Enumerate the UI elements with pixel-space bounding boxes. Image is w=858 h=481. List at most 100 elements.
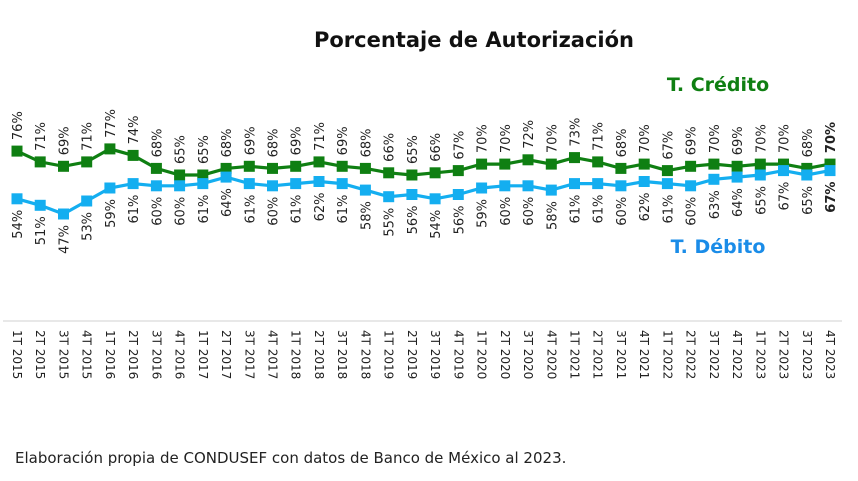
marker-credit <box>197 169 209 181</box>
x-tick-label: 2T 2021 <box>591 330 605 379</box>
x-tick-label: 4T 2018 <box>358 330 372 379</box>
marker-debit <box>685 180 697 192</box>
data-label-debit: 60% <box>499 197 514 226</box>
data-label-debit: 58% <box>545 201 560 230</box>
marker-debit <box>290 178 302 190</box>
marker-credit <box>638 158 650 170</box>
marker-credit <box>220 162 232 174</box>
marker-debit <box>615 180 627 192</box>
data-label-debit: 61% <box>243 195 258 224</box>
data-label-debit: 53% <box>81 212 96 241</box>
marker-credit <box>824 158 836 170</box>
data-label-debit: 67% <box>778 182 793 211</box>
data-label-debit: 61% <box>661 195 676 224</box>
marker-debit <box>383 191 395 203</box>
marker-credit <box>127 149 139 161</box>
data-label-credit: 68% <box>615 128 630 157</box>
data-label-credit: 70% <box>499 124 514 153</box>
data-label-credit: 66% <box>429 133 444 162</box>
x-tick-label: 4T 2019 <box>451 330 465 379</box>
data-label-debit: 60% <box>615 197 630 226</box>
marker-debit <box>452 189 464 200</box>
marker-credit <box>383 167 395 179</box>
marker-credit <box>429 167 441 179</box>
data-label-debit: 67% <box>824 182 839 213</box>
x-tick-label: 3T 2017 <box>242 330 256 379</box>
marker-credit <box>243 160 255 172</box>
marker-debit <box>824 165 836 177</box>
x-tick-label: 1T 2019 <box>382 330 396 379</box>
marker-credit <box>104 143 116 155</box>
x-tick-labels: 1T 2015 2T 2015 3T 2015 4T 2015 1T 2016 2T 20… <box>10 330 837 379</box>
marker-credit <box>661 165 673 177</box>
marker-debit <box>522 180 534 192</box>
marker-credit <box>313 156 325 168</box>
marker-credit <box>267 162 278 174</box>
data-label-credit: 70% <box>708 124 723 153</box>
data-label-credit: 76% <box>11 111 26 140</box>
data-label-credit: 71% <box>313 122 328 151</box>
x-tick-label: 3T 2020 <box>521 330 535 379</box>
data-label-debit: 64% <box>220 188 235 217</box>
data-label-credit: 65% <box>406 135 421 164</box>
marker-debit <box>778 165 789 177</box>
marker-credit <box>150 162 162 174</box>
marker-credit <box>476 158 488 170</box>
data-label-debit: 58% <box>359 201 374 230</box>
x-tick-label: 1T 2020 <box>475 330 489 379</box>
data-label-debit: 61% <box>197 195 212 224</box>
data-label-credit: 71% <box>81 122 96 151</box>
x-tick-label: 4T 2020 <box>544 330 558 379</box>
data-label-debit: 60% <box>685 197 700 226</box>
data-label-credit: 70% <box>545 124 560 153</box>
marker-credit <box>499 158 511 170</box>
marker-credit <box>569 152 580 164</box>
data-label-debit: 60% <box>267 197 282 226</box>
legend-debit: T. Débito <box>671 236 766 258</box>
data-label-debit: 65% <box>754 186 769 215</box>
marker-credit <box>592 156 604 168</box>
data-label-debit: 62% <box>638 193 653 222</box>
x-tick-label: 2T 2019 <box>405 330 419 379</box>
marker-credit <box>174 169 186 181</box>
data-label-credit: 70% <box>754 124 769 153</box>
series-layer <box>11 143 836 220</box>
data-label-debit: 59% <box>476 199 491 228</box>
marker-credit <box>801 162 813 174</box>
marker-credit <box>290 160 302 172</box>
marker-debit <box>243 178 255 190</box>
marker-debit <box>754 169 766 181</box>
marker-credit <box>81 156 93 168</box>
marker-debit <box>406 189 418 200</box>
marker-debit <box>58 208 69 220</box>
x-tick-label: 3T 2019 <box>428 330 442 379</box>
data-label-credit: 70% <box>824 122 839 153</box>
data-label-credit: 70% <box>476 124 491 153</box>
data-label-debit: 61% <box>290 195 305 224</box>
data-label-debit: 64% <box>731 188 746 217</box>
data-label-credit: 71% <box>592 122 607 151</box>
data-label-debit: 60% <box>150 197 165 226</box>
x-tick-label: 3T 2015 <box>57 330 71 379</box>
data-label-credit: 68% <box>801 128 816 157</box>
x-tick-label: 2T 2020 <box>498 330 512 379</box>
source-note: Elaboración propia de CONDUSEF con datos… <box>15 449 567 467</box>
data-label-debit: 54% <box>429 210 444 239</box>
data-label-credit: 69% <box>58 126 73 155</box>
marker-debit <box>336 178 348 190</box>
marker-credit <box>406 169 418 181</box>
marker-credit <box>34 156 46 168</box>
data-label-debit: 61% <box>336 195 351 224</box>
data-label-debit: 61% <box>569 195 584 224</box>
data-label-credit: 67% <box>452 131 467 160</box>
data-label-credit: 69% <box>290 126 305 155</box>
marker-debit <box>429 193 441 205</box>
marker-debit <box>127 178 139 190</box>
data-label-debit: 47% <box>58 225 73 254</box>
marker-credit <box>685 160 697 172</box>
marker-debit <box>592 178 604 190</box>
data-label-credit: 69% <box>685 126 700 155</box>
marker-debit <box>708 173 720 185</box>
data-label-debit: 54% <box>11 210 26 239</box>
x-tick-label: 1T 2017 <box>196 330 210 379</box>
